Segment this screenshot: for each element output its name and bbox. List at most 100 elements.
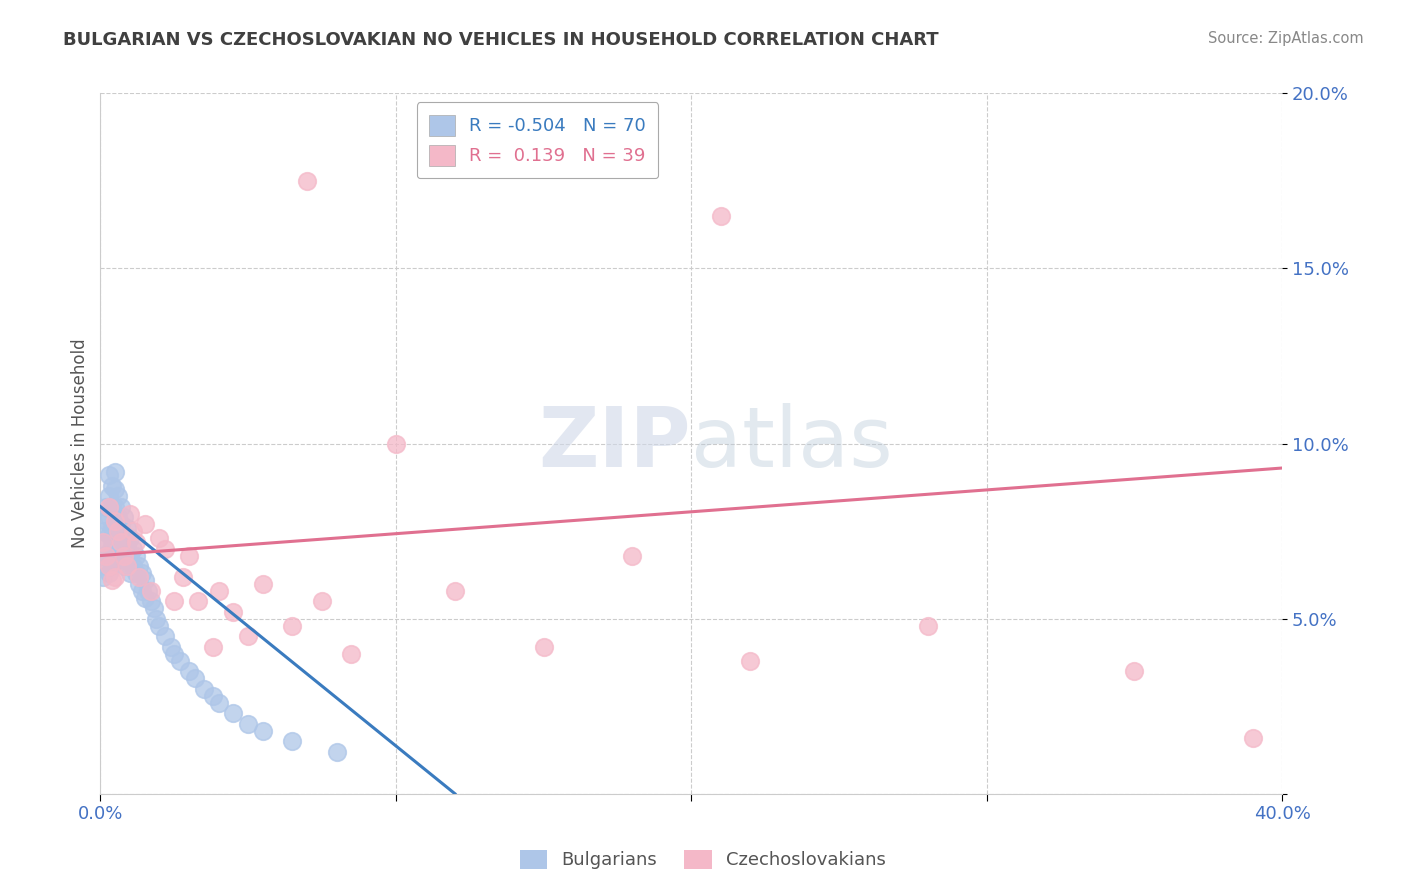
Point [101, 559, 124, 574]
Point [236, 629, 259, 643]
Point [91, 569, 114, 583]
Point [98, 559, 121, 574]
Point [98, 545, 121, 559]
Point [118, 549, 141, 563]
Point [169, 654, 191, 668]
Point [98, 468, 121, 483]
Point [177, 664, 200, 678]
Point [163, 594, 186, 608]
Point [148, 531, 170, 545]
Point [121, 559, 143, 574]
Point [104, 514, 127, 528]
Point [98, 500, 121, 514]
Point [201, 689, 224, 703]
Point [134, 573, 156, 587]
Point [112, 559, 135, 574]
Point [96, 514, 118, 528]
Point [128, 576, 150, 591]
Point [104, 534, 127, 549]
Point [118, 566, 141, 580]
Point [172, 569, 194, 583]
Point [107, 489, 129, 503]
Point [193, 681, 215, 696]
Point [139, 594, 162, 608]
Point [222, 706, 245, 720]
Point [160, 640, 183, 654]
Point [98, 510, 121, 524]
Point [163, 647, 186, 661]
Point [125, 534, 148, 549]
Point [252, 576, 274, 591]
Point [107, 545, 129, 559]
Point [101, 520, 124, 534]
Point [295, 174, 318, 188]
Point [96, 549, 118, 563]
Point [118, 531, 141, 545]
Point [384, 436, 406, 450]
Point [110, 500, 132, 514]
Point [184, 671, 207, 685]
Point [533, 640, 555, 654]
Point [91, 534, 114, 549]
Text: Source: ZipAtlas.com: Source: ZipAtlas.com [1208, 31, 1364, 46]
Point [110, 534, 132, 549]
Point [110, 534, 132, 549]
Point [131, 583, 153, 598]
Point [112, 545, 135, 559]
Point [91, 549, 114, 563]
Point [917, 618, 939, 632]
Point [112, 527, 135, 541]
Point [118, 507, 141, 521]
Point [134, 591, 156, 605]
Point [110, 552, 132, 566]
Point [121, 524, 143, 538]
Point [91, 524, 114, 538]
Point [104, 569, 127, 583]
Point [155, 541, 177, 556]
Point [96, 500, 118, 514]
Legend: R = -0.504   N = 70, R =  0.139   N = 39: R = -0.504 N = 70, R = 0.139 N = 39 [416, 103, 658, 178]
Point [104, 517, 127, 532]
Point [125, 549, 148, 563]
Point [325, 745, 347, 759]
Point [115, 520, 138, 534]
Text: BULGARIAN VS CZECHOSLOVAKIAN NO VEHICLES IN HOUSEHOLD CORRELATION CHART: BULGARIAN VS CZECHOSLOVAKIAN NO VEHICLES… [63, 31, 939, 49]
Point [98, 527, 121, 541]
Point [104, 465, 127, 479]
Point [145, 611, 167, 625]
Point [98, 566, 121, 580]
Point [621, 549, 644, 563]
Point [128, 559, 150, 574]
Point [444, 583, 467, 598]
Point [236, 716, 259, 731]
Point [740, 654, 762, 668]
Point [1123, 664, 1146, 678]
Point [142, 601, 165, 615]
Text: atlas: atlas [692, 403, 893, 484]
Text: ZIP: ZIP [538, 403, 692, 484]
Point [110, 517, 132, 532]
Point [125, 566, 148, 580]
Point [136, 583, 159, 598]
Point [104, 552, 127, 566]
Y-axis label: No Vehicles in Household: No Vehicles in Household [72, 339, 89, 549]
Point [96, 559, 118, 574]
Point [101, 478, 124, 492]
Point [340, 647, 363, 661]
Point [115, 559, 138, 574]
Point [112, 510, 135, 524]
Point [104, 482, 127, 496]
Point [112, 549, 135, 563]
Point [148, 618, 170, 632]
Point [252, 723, 274, 738]
Point [107, 510, 129, 524]
Point [139, 583, 162, 598]
Point [131, 566, 153, 580]
Point [98, 489, 121, 503]
Point [281, 734, 304, 748]
Point [207, 696, 229, 710]
Point [107, 527, 129, 541]
Point [128, 569, 150, 583]
Point [1241, 731, 1264, 745]
Point [311, 594, 333, 608]
